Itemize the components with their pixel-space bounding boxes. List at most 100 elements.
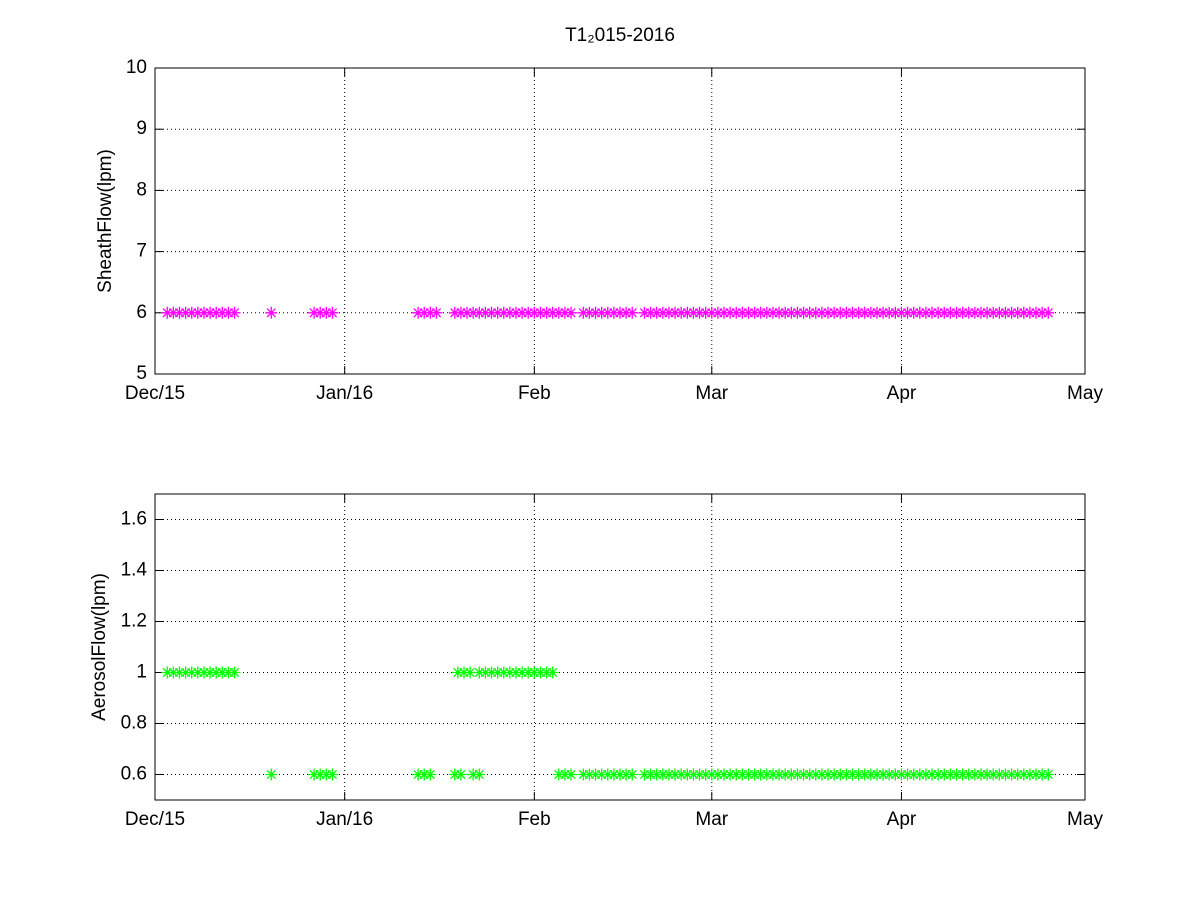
marker — [1005, 768, 1018, 781]
y-tick-label: 1.4 — [121, 560, 148, 581]
marker — [509, 666, 522, 679]
marker — [993, 306, 1006, 319]
marker — [809, 306, 822, 319]
marker — [993, 768, 1006, 781]
marker — [191, 666, 204, 679]
marker — [852, 306, 865, 319]
marker — [454, 306, 467, 319]
marker — [846, 768, 859, 781]
marker — [981, 768, 994, 781]
marker — [877, 306, 890, 319]
marker — [179, 306, 192, 319]
marker — [809, 768, 822, 781]
x-tick-label: Dec/15 — [125, 809, 185, 830]
marker — [179, 666, 192, 679]
marker — [204, 306, 217, 319]
marker — [424, 306, 437, 319]
x-tick-label: Apr — [887, 383, 917, 404]
marker — [191, 306, 204, 319]
y-tick-label: 1.6 — [121, 509, 147, 530]
marker — [1005, 306, 1018, 319]
marker — [546, 666, 559, 679]
marker — [687, 306, 700, 319]
marker — [766, 768, 779, 781]
marker — [693, 768, 706, 781]
marker — [864, 306, 877, 319]
marker — [901, 306, 914, 319]
x-tick-label: Jan/16 — [316, 809, 373, 830]
marker — [742, 768, 755, 781]
marker — [870, 306, 883, 319]
marker — [552, 768, 565, 781]
marker — [589, 768, 602, 781]
marker — [791, 768, 804, 781]
marker — [724, 306, 737, 319]
marker — [711, 306, 724, 319]
marker — [565, 768, 578, 781]
marker — [601, 768, 614, 781]
marker — [834, 306, 847, 319]
marker — [314, 306, 327, 319]
marker — [577, 306, 590, 319]
y-tick-label: 8 — [136, 179, 147, 200]
marker — [730, 768, 743, 781]
marker — [565, 306, 578, 319]
marker — [852, 768, 865, 781]
x-tick-label: Mar — [695, 383, 728, 404]
marker — [669, 768, 682, 781]
marker — [926, 306, 939, 319]
marker — [558, 768, 571, 781]
marker — [773, 768, 786, 781]
marker — [626, 768, 639, 781]
marker — [497, 666, 510, 679]
marker — [773, 306, 786, 319]
marker — [173, 666, 186, 679]
marker — [464, 666, 477, 679]
marker — [1011, 306, 1024, 319]
marker — [216, 666, 229, 679]
marker — [834, 768, 847, 781]
marker — [638, 768, 651, 781]
marker — [1023, 306, 1036, 319]
marker — [864, 768, 877, 781]
marker — [228, 666, 241, 679]
marker — [785, 306, 798, 319]
marker — [669, 306, 682, 319]
marker — [858, 306, 871, 319]
marker — [216, 306, 229, 319]
marker — [797, 768, 810, 781]
marker — [620, 306, 633, 319]
marker — [828, 768, 841, 781]
marker — [895, 306, 908, 319]
marker — [614, 768, 626, 781]
marker — [1017, 768, 1030, 781]
marker — [1011, 768, 1024, 781]
y-tick-label: 1 — [136, 662, 147, 683]
marker — [412, 768, 425, 781]
marker — [650, 768, 663, 781]
marker — [1042, 306, 1055, 319]
marker — [577, 768, 590, 781]
marker — [699, 768, 712, 781]
y-axis-label: SheathFlow(lpm) — [95, 149, 116, 293]
marker — [779, 306, 792, 319]
marker — [454, 768, 467, 781]
marker — [552, 306, 565, 319]
marker — [479, 666, 492, 679]
marker — [473, 666, 486, 679]
marker — [742, 306, 755, 319]
marker — [308, 306, 321, 319]
marker — [461, 306, 474, 319]
marker — [503, 666, 516, 679]
x-tick-label: Feb — [518, 809, 551, 830]
marker — [320, 768, 333, 781]
marker — [987, 306, 1000, 319]
marker — [485, 666, 498, 679]
marker — [938, 768, 951, 781]
marker — [1030, 768, 1043, 781]
marker — [1036, 768, 1049, 781]
marker — [932, 306, 945, 319]
marker — [828, 306, 841, 319]
marker — [448, 768, 461, 781]
marker — [919, 306, 932, 319]
